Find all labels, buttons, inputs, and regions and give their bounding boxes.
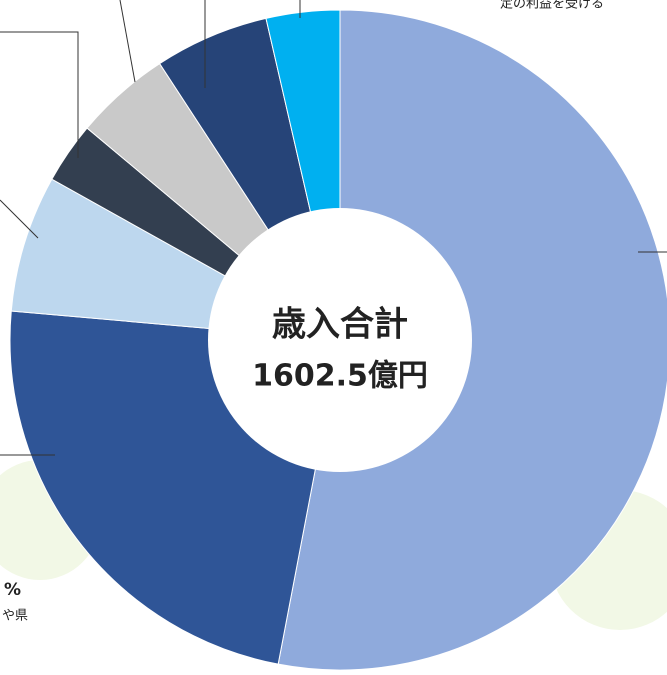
- center-label: 歳入合計: [272, 305, 408, 345]
- annotation: や県: [2, 609, 28, 624]
- leader-line: [0, 31, 79, 158]
- leader-line: [0, 199, 39, 239]
- annotation: 定の利益を受ける: [500, 0, 604, 12]
- donut-slice: [277, 9, 667, 671]
- leader-line: [119, 0, 136, 83]
- annotation: %: [4, 580, 21, 600]
- donut-hole: [208, 208, 472, 472]
- center-value: 1602.5億円: [252, 359, 428, 394]
